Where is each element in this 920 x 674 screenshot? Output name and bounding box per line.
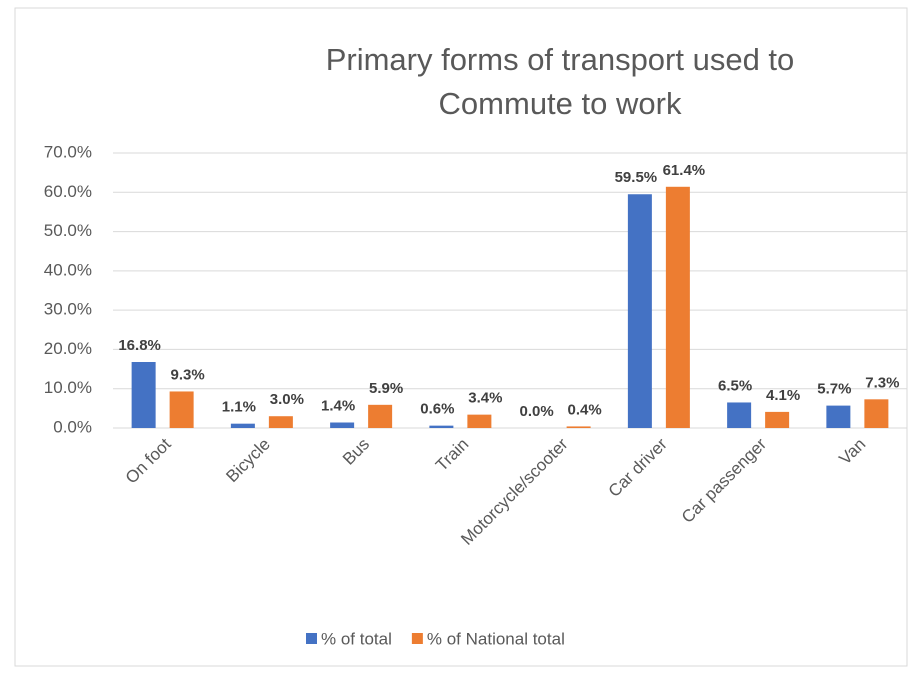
y-tick-label: 30.0%	[44, 300, 92, 319]
y-tick-label: 60.0%	[44, 182, 92, 201]
value-label: 1.4%	[321, 397, 355, 414]
bar	[230, 423, 255, 428]
bar	[864, 399, 889, 428]
legend-swatch	[306, 633, 317, 644]
bar	[330, 422, 355, 428]
chart-border	[14, 7, 908, 667]
bar	[566, 426, 591, 428]
y-tick-label: 70.0%	[44, 142, 92, 161]
bar	[368, 404, 393, 428]
bar	[429, 425, 454, 428]
value-label: 59.5%	[615, 169, 658, 186]
value-label: 3.0%	[270, 391, 304, 408]
bar	[169, 391, 194, 428]
bar	[467, 414, 492, 428]
value-label: 3.4%	[468, 390, 502, 407]
y-tick-label: 0.0%	[53, 417, 92, 436]
value-label: 0.4%	[568, 401, 602, 418]
legend-label: % of National total	[427, 629, 565, 648]
bar	[268, 416, 293, 428]
legend-label: % of total	[321, 629, 392, 648]
value-label: 9.3%	[171, 366, 205, 383]
y-tick-label: 50.0%	[44, 221, 92, 240]
chart-title: Primary forms of transport used to Commu…	[325, 42, 795, 121]
bar	[826, 405, 851, 428]
y-tick-label: 20.0%	[44, 339, 92, 358]
value-label: 1.1%	[222, 399, 256, 416]
value-label: 5.9%	[369, 380, 403, 397]
value-label: 6.5%	[718, 377, 752, 394]
value-label: 0.0%	[520, 403, 554, 420]
bar	[627, 194, 652, 428]
legend-swatch	[411, 633, 423, 644]
bar	[727, 402, 752, 428]
bar	[131, 362, 156, 428]
y-tick-label: 10.0%	[44, 378, 92, 397]
value-label: 5.7%	[817, 381, 851, 398]
value-label: 61.4%	[663, 162, 706, 179]
value-label: 4.1%	[766, 387, 800, 404]
value-label: 0.6%	[420, 401, 454, 418]
bar	[665, 186, 690, 428]
bar	[765, 411, 790, 428]
y-tick-label: 40.0%	[44, 260, 92, 279]
value-label: 7.3%	[865, 374, 899, 391]
value-label: 16.8%	[118, 337, 161, 354]
